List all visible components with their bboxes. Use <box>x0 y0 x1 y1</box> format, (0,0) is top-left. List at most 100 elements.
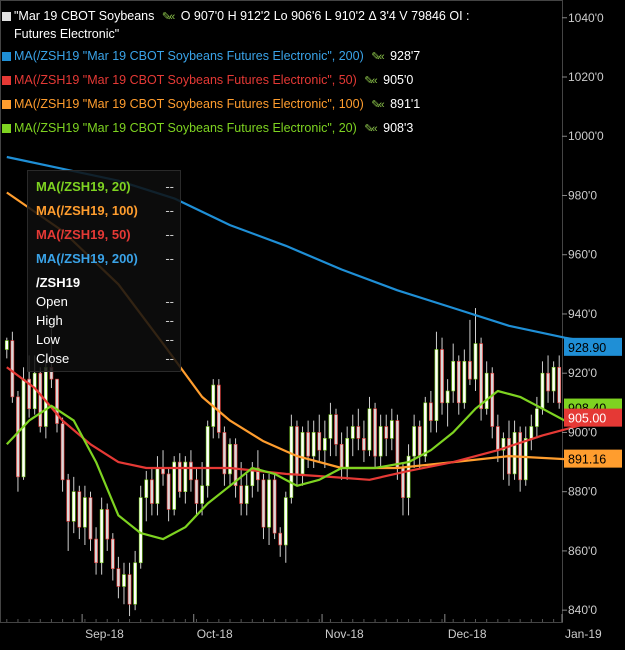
legend-ma200[interactable]: MA(/ZSH19 "Mar 19 CBOT Soybeans Futures … <box>0 48 565 72</box>
candle-body <box>311 432 316 457</box>
candle-body <box>523 438 528 481</box>
candle-body <box>551 366 556 392</box>
candle-body <box>233 443 238 487</box>
ma20-label: MA(/ZSH19 "Mar 19 CBOT Soybeans Futures … <box>14 121 357 135</box>
candle-body <box>479 343 483 410</box>
candle-body <box>44 366 48 427</box>
candle-body <box>429 402 433 421</box>
candle-body <box>378 426 383 457</box>
ma200-value: 928'7 <box>390 49 421 63</box>
candle-body <box>88 497 93 540</box>
marker-label-3: 891.16 <box>568 453 606 467</box>
candle-body <box>256 467 260 481</box>
x-tick-label: Jan-19 <box>565 627 602 641</box>
candle-body <box>512 432 517 475</box>
ma50-label: MA(/ZSH19 "Mar 19 CBOT Soybeans Futures … <box>14 73 357 87</box>
candle-body <box>267 479 271 528</box>
x-tick-label: Dec-18 <box>448 627 487 641</box>
candle-body <box>323 438 327 451</box>
marker-label-2: 905.00 <box>568 412 606 426</box>
candle-body <box>417 426 422 457</box>
y-tick-label: 1040'0 <box>568 11 604 25</box>
pencil-icon[interactable]: ✎« <box>364 123 377 135</box>
candle-body <box>261 479 266 528</box>
pencil-icon[interactable]: ✎« <box>364 75 377 87</box>
candle-body <box>99 509 104 564</box>
candle-body <box>27 378 31 410</box>
pencil-icon[interactable]: ✎« <box>161 11 175 23</box>
candle-body <box>423 402 428 457</box>
candle-body <box>540 372 545 410</box>
y-tick-label: 920'0 <box>568 366 597 380</box>
tip-ma200: MA(/ZSH19, 200) -- <box>36 251 174 266</box>
candle-body <box>183 461 188 492</box>
candle-body <box>546 372 550 392</box>
pencil-icon[interactable]: ✎« <box>371 51 384 63</box>
tip-ma50: MA(/ZSH19, 50) -- <box>36 227 174 242</box>
marker-box-3 <box>564 449 622 468</box>
candle-body <box>529 426 534 439</box>
ma-line-2 <box>6 366 616 481</box>
candle-body <box>345 438 350 469</box>
candle-body <box>350 426 355 439</box>
tip-low: Low -- <box>36 332 174 347</box>
candle-body <box>451 361 456 392</box>
ma200-swatch <box>2 52 11 61</box>
candle-body <box>116 568 121 587</box>
candle-body <box>306 432 310 457</box>
ma50-swatch <box>2 76 11 85</box>
candle-body <box>367 408 372 451</box>
y-tick-label: 1020'0 <box>568 70 604 84</box>
candle-body <box>10 340 15 398</box>
x-tick-label: Sep-18 <box>85 627 124 641</box>
candle-body <box>144 479 149 498</box>
candle-body <box>462 361 467 404</box>
candle-body <box>373 408 377 457</box>
ma200-label: MA(/ZSH19 "Mar 19 CBOT Soybeans Futures … <box>14 49 364 63</box>
legend-ma50[interactable]: MA(/ZSH19 "Mar 19 CBOT Soybeans Futures … <box>0 72 565 96</box>
date-axis: Sep-18 Oct-18 Nov-18 Dec-18 Jan-19 <box>6 614 602 641</box>
candle-body <box>127 574 132 605</box>
candle-body <box>406 455 411 498</box>
tip-ma20: MA(/ZSH19, 20) -- <box>36 179 174 194</box>
candle-body <box>150 479 154 504</box>
y-tick-label: 880'0 <box>568 485 597 499</box>
legend-ma20[interactable]: MA(/ZSH19 "Mar 19 CBOT Soybeans Futures … <box>0 120 565 144</box>
pencil-icon[interactable]: ✎« <box>371 99 384 111</box>
candle-body <box>384 426 389 439</box>
candle-body <box>244 485 249 504</box>
candle-body <box>239 485 243 504</box>
tip-open: Open -- <box>36 294 174 309</box>
candle-body <box>339 443 344 469</box>
ma50-value: 905'0 <box>383 73 414 87</box>
candle-body <box>166 473 171 510</box>
ma100-swatch <box>2 100 11 109</box>
ma20-swatch <box>2 124 11 133</box>
legend-ma100[interactable]: MA(/ZSH19 "Mar 19 CBOT Soybeans Futures … <box>0 96 565 120</box>
y-tick-label: 840'0 <box>568 603 597 617</box>
candle-body <box>133 562 137 605</box>
x-tick-label: Oct-18 <box>197 627 233 641</box>
candle-body <box>172 461 177 510</box>
candle-body <box>395 420 400 469</box>
candle-body <box>4 340 9 350</box>
candle-body <box>110 538 115 569</box>
candle-body <box>334 414 338 445</box>
candle-body <box>289 426 294 498</box>
y-tick-label: 960'0 <box>568 248 597 262</box>
candle-body <box>55 378 59 424</box>
data-window-tooltip: MA(/ZSH19, 20) -- MA(/ZSH19, 100) -- MA(/Z… <box>27 170 181 372</box>
tip-high: High -- <box>36 313 174 328</box>
candle-body <box>94 538 98 564</box>
y-tick-label: 860'0 <box>568 544 597 558</box>
legend-main-series[interactable]: "Mar 19 CBOT Soybeans ✎« O 907'0 H 912'2… <box>0 8 565 48</box>
candle-body <box>473 343 478 380</box>
candle-body <box>138 497 143 564</box>
candle-body <box>440 349 444 404</box>
candle-body <box>295 426 299 475</box>
candle-body <box>389 420 394 439</box>
candle-body <box>66 479 71 522</box>
candle-body <box>278 532 283 546</box>
candle-body <box>490 372 495 427</box>
